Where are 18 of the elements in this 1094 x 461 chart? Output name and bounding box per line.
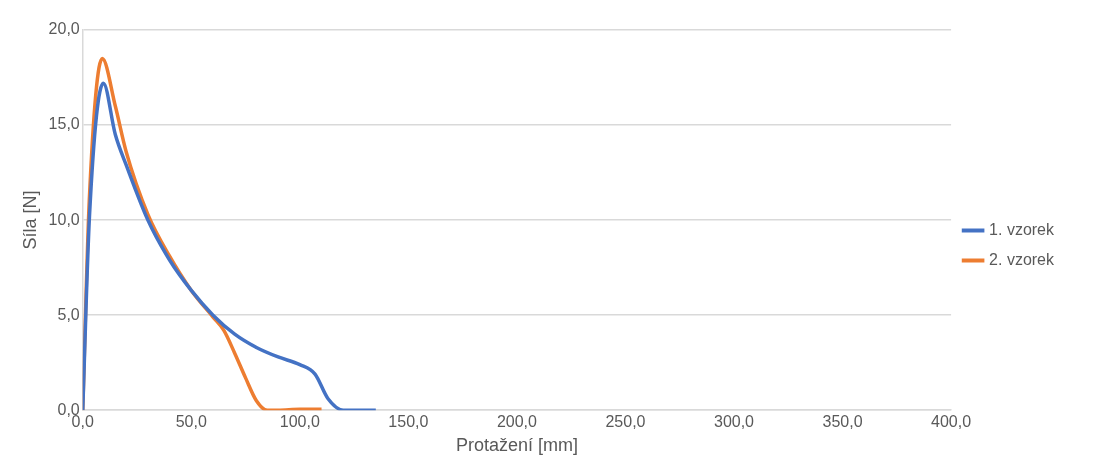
x-tick-label: 100,0 — [279, 413, 320, 431]
y-tick-label: 15,0 — [48, 115, 80, 133]
x-tick-label: 50,0 — [175, 413, 207, 431]
y-tick-label: 5,0 — [57, 305, 80, 323]
x-tick-label: 300,0 — [713, 413, 755, 431]
legend-label: 2. vzorek — [989, 250, 1055, 268]
y-tick-label: 20,0 — [48, 20, 80, 38]
y-tick-label: 10,0 — [48, 210, 80, 228]
x-tick-label: 350,0 — [822, 413, 863, 431]
line-series — [82, 81, 378, 411]
x-tick-label: 150,0 — [388, 413, 429, 431]
x-tick-label: 250,0 — [605, 413, 646, 431]
x-axis-title: Protažení [mm] — [455, 435, 578, 456]
y-axis-title: Síla [N] — [19, 190, 40, 250]
x-tick-label: 200,0 — [496, 413, 538, 431]
x-tick-label: 400,0 — [931, 413, 972, 431]
y-tick-label: 0,0 — [57, 400, 80, 418]
legend-label: 1. vzorek — [989, 220, 1055, 238]
